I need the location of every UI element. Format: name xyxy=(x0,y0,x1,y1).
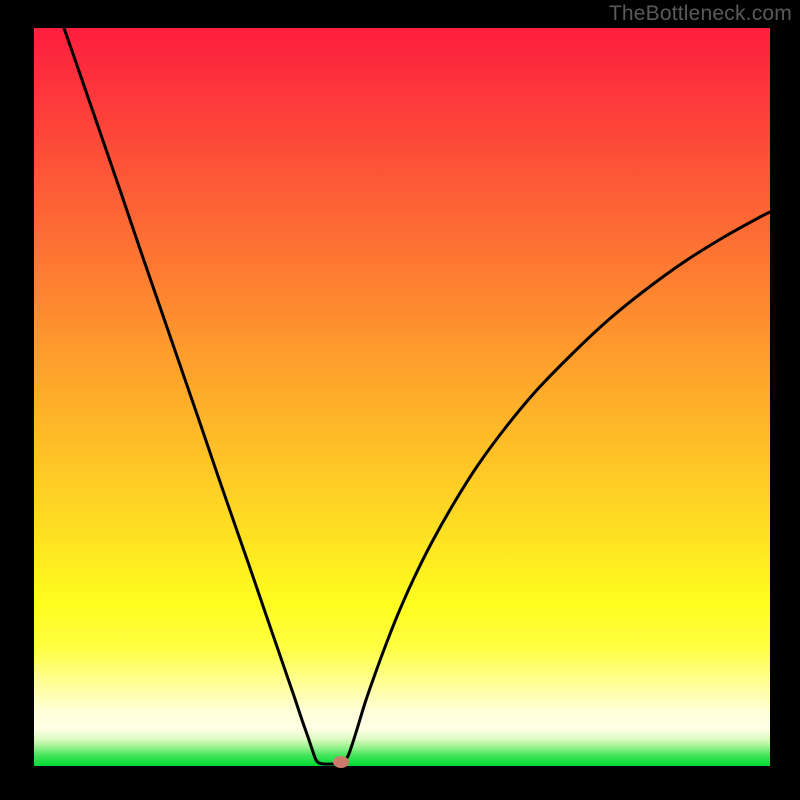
plot-area xyxy=(34,28,770,766)
optimum-marker xyxy=(333,756,349,768)
watermark-text: TheBottleneck.com xyxy=(609,2,792,26)
chart-container: TheBottleneck.com xyxy=(0,0,800,800)
bottleneck-chart xyxy=(0,0,800,800)
